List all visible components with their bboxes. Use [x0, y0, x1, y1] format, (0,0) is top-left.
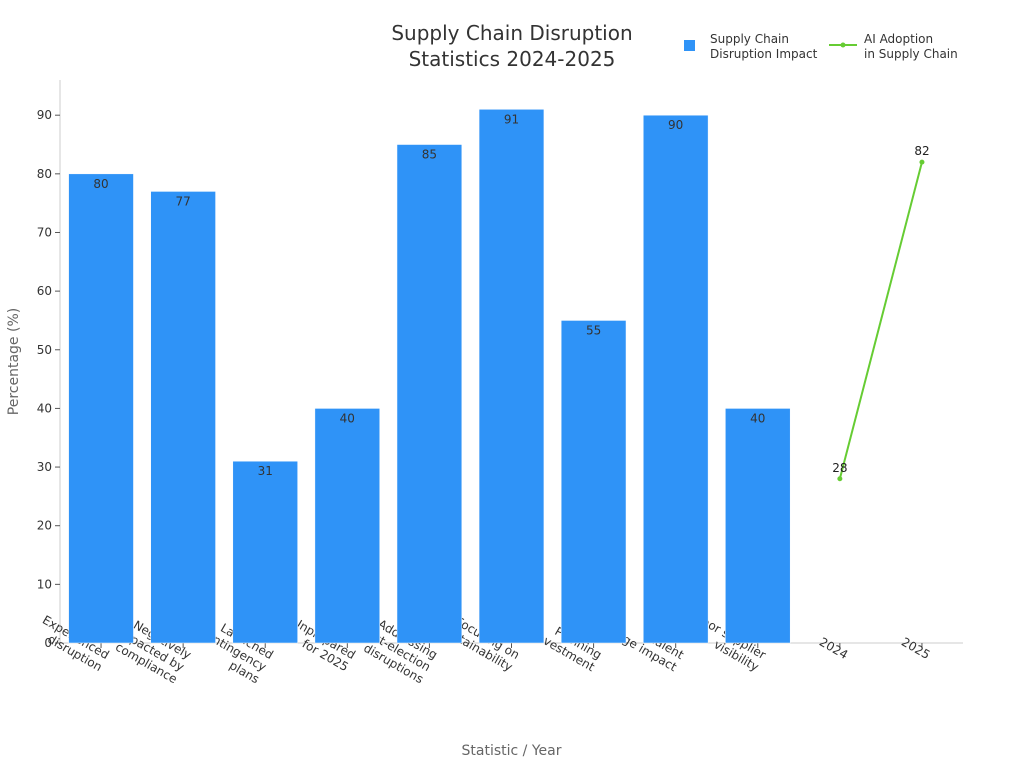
bar	[150, 191, 216, 644]
bar	[68, 173, 134, 644]
data-labels: 80 77 31 40 85 91 55 90 40 28 82	[93, 112, 929, 478]
x-axis-label: Statistic / Year	[462, 743, 562, 759]
y-tick-label: 80	[37, 167, 52, 181]
bar-value-label: 91	[504, 112, 519, 126]
y-tick-label: 40	[37, 401, 52, 415]
bar-value-label: 55	[586, 323, 601, 337]
line-series	[837, 159, 925, 482]
legend: Supply Chain Disruption Impact AI Adoption…	[684, 32, 958, 61]
x-tick-label: 2025	[899, 635, 932, 662]
y-tick-label: 90	[37, 108, 52, 122]
bar	[314, 408, 380, 644]
line-value-label: 28	[832, 461, 847, 475]
bar-value-label: 77	[175, 194, 190, 208]
bar-value-label: 40	[750, 411, 765, 425]
y-tick-label: 50	[37, 343, 52, 357]
legend-swatch-bar	[684, 40, 695, 51]
chart-title-line: Supply Chain Disruption	[391, 21, 632, 45]
bar	[396, 144, 463, 644]
bar	[478, 109, 545, 644]
y-axis-label: Percentage (%)	[6, 308, 22, 415]
x-tick-label: 2024	[817, 635, 850, 662]
chart-title-line: Statistics 2024-2025	[409, 47, 616, 71]
bar	[232, 460, 298, 644]
y-tick-label: 30	[37, 460, 52, 474]
legend-swatch-marker	[840, 42, 846, 48]
bar-value-label: 40	[340, 411, 355, 425]
bar-value-label: 85	[422, 148, 437, 162]
legend-label: Supply Chain Disruption Impact	[710, 32, 818, 61]
bar-value-label: 90	[668, 118, 683, 132]
bar-value-label: 31	[258, 464, 273, 478]
bar-value-label: 80	[93, 177, 108, 191]
bar	[725, 408, 791, 644]
y-tick-label: 20	[37, 519, 52, 533]
y-tick-label: 60	[37, 284, 52, 298]
y-tick-label: 10	[37, 577, 52, 591]
line-value-label: 82	[914, 144, 929, 158]
bar	[560, 320, 627, 644]
y-tick-label: 70	[37, 225, 52, 239]
line-point	[837, 476, 843, 482]
bar	[643, 114, 709, 644]
line-path	[838, 161, 923, 480]
bar-series	[68, 109, 791, 644]
y-tick-label: 0	[44, 636, 52, 650]
legend-label: AI Adoption in Supply Chain	[864, 32, 958, 61]
line-point	[919, 159, 925, 165]
